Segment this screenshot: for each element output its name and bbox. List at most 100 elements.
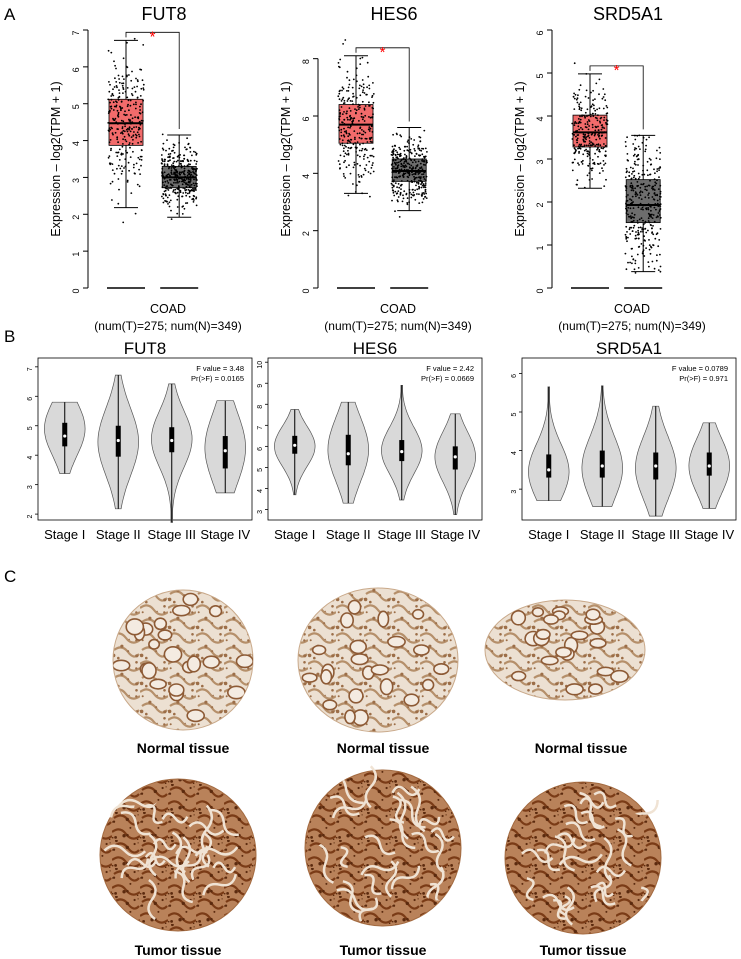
data-point — [588, 120, 591, 122]
gland-crypt — [587, 683, 603, 695]
data-point — [646, 160, 649, 163]
data-point — [130, 192, 133, 195]
data-point — [117, 141, 119, 144]
data-point — [412, 143, 415, 146]
data-point — [404, 153, 406, 156]
data-point — [176, 170, 179, 173]
data-point — [185, 178, 188, 180]
data-point — [345, 166, 348, 169]
tumor-stroma — [595, 865, 627, 878]
data-point — [178, 173, 181, 176]
data-point — [605, 154, 607, 157]
data-point — [644, 222, 646, 224]
data-point — [648, 265, 650, 268]
data-point — [130, 93, 133, 95]
data-point — [346, 153, 348, 156]
data-point — [588, 137, 591, 139]
y-tick-label: 4 — [511, 451, 518, 455]
data-point — [116, 138, 119, 141]
data-point — [183, 154, 186, 157]
data-point — [117, 151, 120, 154]
data-point — [164, 193, 167, 196]
data-point — [339, 167, 341, 170]
data-point — [578, 88, 581, 91]
data-point — [112, 109, 115, 111]
data-point — [636, 185, 639, 188]
data-point — [586, 152, 589, 155]
data-point — [406, 203, 409, 206]
gland-crypt — [344, 709, 356, 725]
data-point — [365, 137, 368, 140]
data-point — [392, 159, 395, 162]
stat-text: F value = 3.48 — [196, 364, 244, 373]
data-point — [582, 139, 585, 142]
data-point — [659, 198, 661, 201]
data-point — [637, 153, 640, 156]
data-point — [659, 228, 662, 230]
data-point — [641, 173, 644, 176]
data-point — [120, 100, 123, 103]
data-point — [355, 109, 358, 112]
data-point — [658, 146, 661, 149]
data-point — [409, 191, 411, 194]
data-point — [588, 125, 590, 127]
data-point — [131, 117, 134, 120]
data-point — [574, 121, 577, 123]
data-point — [655, 208, 657, 211]
data-point — [108, 90, 111, 93]
data-point — [604, 137, 607, 139]
data-point — [122, 138, 124, 141]
data-point — [193, 159, 196, 162]
data-point — [629, 207, 632, 210]
y-tick-label: 4 — [301, 174, 311, 179]
data-point — [589, 113, 592, 116]
gland-crypt — [141, 661, 157, 680]
data-point — [119, 167, 122, 170]
data-point — [648, 157, 651, 160]
data-point — [346, 100, 349, 102]
data-point — [355, 96, 358, 99]
data-point — [117, 202, 120, 205]
data-point — [366, 141, 369, 143]
data-point — [626, 136, 628, 139]
data-point — [590, 106, 592, 108]
data-point — [366, 156, 369, 159]
data-point — [412, 194, 414, 197]
data-point — [162, 197, 165, 200]
data-point — [117, 113, 120, 116]
data-point — [583, 145, 585, 148]
data-point — [580, 143, 583, 146]
data-point — [625, 186, 627, 188]
data-point — [627, 194, 629, 196]
tissue-label-tumor-3: Tumor tissue — [540, 942, 627, 958]
data-point — [596, 147, 599, 150]
data-point — [356, 154, 359, 157]
data-point — [647, 208, 650, 211]
y-tick-label: 6 — [257, 447, 264, 451]
data-point — [167, 182, 170, 184]
data-point — [140, 155, 143, 158]
data-point — [420, 149, 423, 152]
data-point — [368, 116, 370, 118]
data-point — [643, 173, 646, 176]
gland-crypt — [379, 678, 394, 696]
data-point — [360, 175, 363, 177]
data-point — [408, 157, 411, 160]
data-point — [634, 160, 636, 163]
data-point — [188, 195, 191, 198]
violin-median-dot — [453, 455, 457, 459]
data-point — [603, 116, 606, 119]
data-point — [166, 196, 169, 199]
data-point — [161, 172, 164, 175]
data-point — [196, 185, 198, 188]
data-point — [140, 68, 143, 71]
gland-crypt — [555, 646, 572, 658]
data-point — [193, 172, 196, 175]
data-point — [161, 133, 164, 136]
data-point — [397, 190, 400, 193]
data-point — [418, 179, 420, 182]
data-point — [632, 143, 635, 145]
data-point — [108, 155, 111, 158]
data-point — [626, 199, 629, 202]
data-point — [639, 191, 641, 194]
